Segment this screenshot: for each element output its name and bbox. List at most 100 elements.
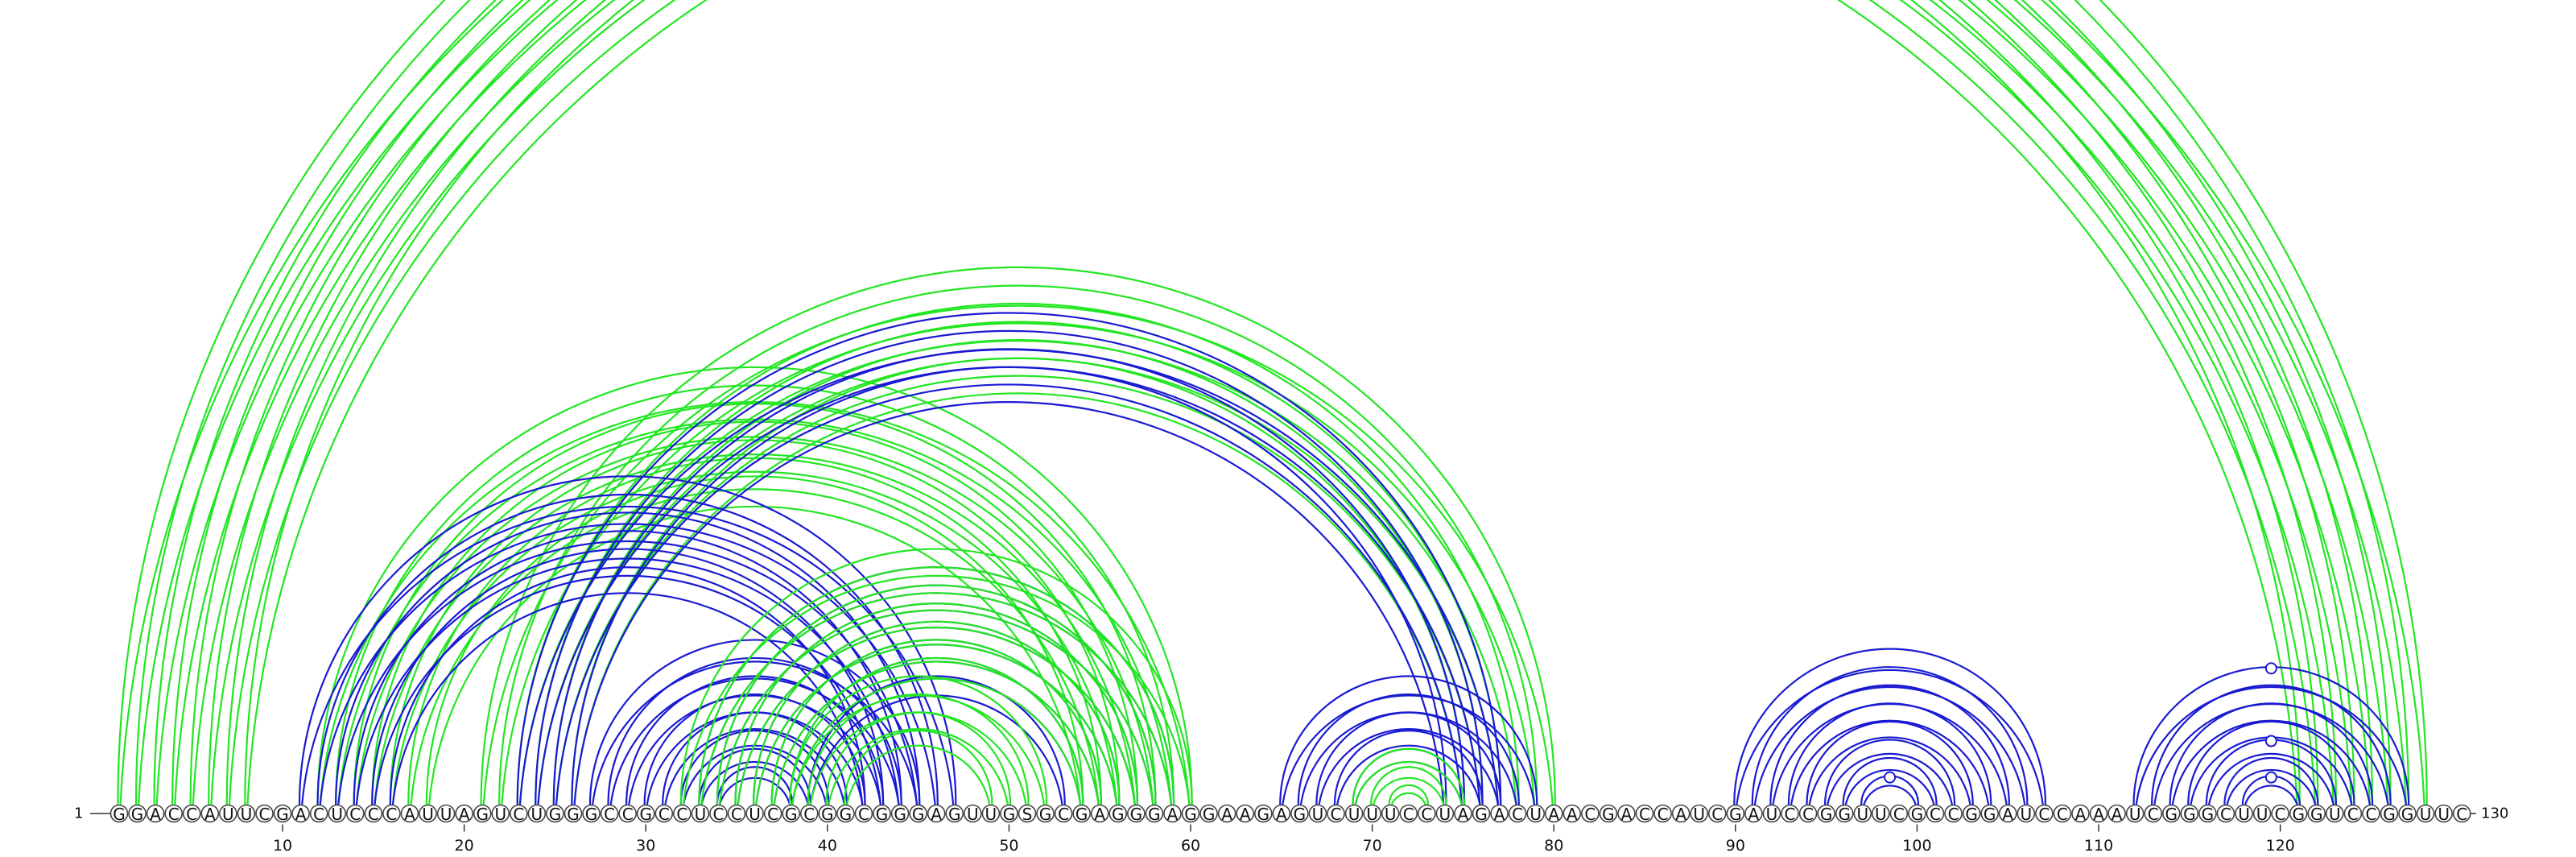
nucleotide: G [1181, 804, 1200, 824]
nucleotide-letter: G [1838, 805, 1851, 824]
nucleotide: U [2235, 804, 2253, 824]
base-pair-arc [682, 574, 1191, 805]
nucleotide: G [1145, 804, 1164, 824]
nucleotide-letter: U [1875, 805, 1887, 824]
nucleotide-circle [2035, 804, 2054, 823]
nucleotide-letter: G [1294, 805, 1307, 824]
nucleotide-letter: U [241, 805, 253, 824]
nucleotide: G [1599, 804, 1618, 824]
base-pair-arc [1751, 666, 2029, 805]
base-pair-arc [389, 439, 1121, 805]
nucleotide-circle [2362, 804, 2380, 823]
nucleotide-circle [890, 804, 910, 823]
nucleotide-circle [945, 804, 964, 823]
nucleotide: G [1199, 804, 1218, 824]
start-position-label: 1 [74, 805, 83, 822]
base-pair-arc [228, 0, 2317, 805]
nucleotide-circle [2071, 804, 2090, 823]
base-pair-arc [1844, 768, 1935, 805]
nucleotide-circle [2235, 804, 2253, 823]
nucleotide: C [2271, 804, 2289, 824]
base-pair-arc [1787, 702, 1992, 805]
nucleotide-circle [854, 804, 873, 823]
nucleotide: C [2362, 804, 2380, 824]
nucleotide-circle [673, 804, 691, 823]
nucleotide-letter: G [1184, 805, 1197, 824]
nucleotide-circle [510, 804, 528, 823]
nucleotide-letter: C [368, 805, 379, 824]
nucleotide-circle [1581, 804, 1600, 823]
nucleotide-circle [1671, 804, 1690, 823]
nucleotide-letter: G [549, 805, 562, 824]
nucleotide-circle [691, 804, 710, 823]
base-pair-arc [737, 626, 1136, 805]
nucleotide: U [2434, 804, 2453, 824]
base-pair-arc [588, 639, 921, 805]
nucleotide-letter: C [349, 805, 361, 824]
nucleotide: A [1490, 804, 1509, 824]
base-pair-arc [335, 511, 921, 805]
nucleotide-circle [1290, 804, 1309, 823]
arc-apex-marker [2264, 771, 2277, 784]
base-pair-arc [2135, 685, 2408, 805]
nucleotide-letter: G [821, 805, 834, 824]
nucleotide-letter: U [2020, 805, 2032, 824]
base-pair-arc [1790, 719, 1990, 805]
nucleotide: C [2343, 804, 2363, 824]
nucleotide-letter: G [113, 805, 126, 824]
nucleotide-letter: A [2075, 805, 2087, 824]
base-pair-arc [374, 453, 1136, 805]
nucleotide-circle [1127, 804, 1146, 823]
nucleotide-circle [964, 804, 982, 823]
nucleotide-letter: C [1657, 805, 1669, 824]
nucleotide-circle [927, 804, 946, 823]
nucleotide: A [1090, 804, 1109, 824]
base-pair-arc [1753, 685, 2026, 805]
nucleotide-letter: C [1785, 805, 1796, 824]
nucleotide-letter: U [331, 805, 343, 824]
base-pair-arc [1318, 728, 1500, 805]
nucleotide-letter: A [2093, 805, 2104, 824]
nucleotide-letter: A [1167, 805, 1179, 824]
nucleotide: U [491, 804, 510, 824]
tick-label: 70 [1363, 837, 1382, 855]
nucleotide: U [1381, 804, 1400, 824]
nucleotide-letter: G [1820, 805, 1833, 824]
base-pair-arc [410, 488, 1100, 805]
nucleotide-letter: C [676, 805, 687, 824]
nucleotide: U [1308, 804, 1327, 824]
nucleotide-circle [2125, 804, 2145, 823]
base-pair-arc [225, 0, 2319, 805]
base-pair-arc [516, 302, 1520, 805]
nucleotide: G [2380, 804, 2399, 824]
base-pair-arc [1373, 776, 1445, 805]
nucleotide-circle [1308, 804, 1327, 823]
nucleotide-letter: C [2220, 805, 2231, 824]
nucleotide: G [1036, 804, 1055, 824]
base-pair-arc [607, 656, 902, 805]
nucleotide: U [964, 804, 982, 824]
nucleotide-circle [2017, 804, 2036, 823]
nucleotide-circle [146, 804, 165, 823]
nucleotide-circle [128, 804, 147, 823]
base-pair-arc [2223, 756, 2319, 805]
nucleotide: U [527, 804, 547, 824]
base-pair-arc [134, 0, 2410, 805]
nucleotide-letter: G [1075, 805, 1088, 824]
base-pair-arc [1823, 739, 1956, 805]
nucleotide-letter: C [1711, 805, 1723, 824]
nucleotide-letter: G [1130, 805, 1143, 824]
nucleotide: A [1544, 804, 1563, 824]
nucleotide: G [636, 804, 655, 824]
nucleotide-letter: C [2038, 805, 2050, 824]
nucleotide-letter: U [422, 805, 434, 824]
base-pair-arc [2171, 719, 2371, 805]
nucleotide-circle [799, 804, 819, 823]
nucleotide: G [909, 804, 927, 824]
nucleotide-circle [328, 804, 347, 823]
nucleotide-letter: A [204, 805, 216, 824]
nucleotide-letter: G [639, 805, 652, 824]
nucleotide-circle [419, 804, 437, 823]
nucleotide-letter: U [2129, 805, 2141, 824]
